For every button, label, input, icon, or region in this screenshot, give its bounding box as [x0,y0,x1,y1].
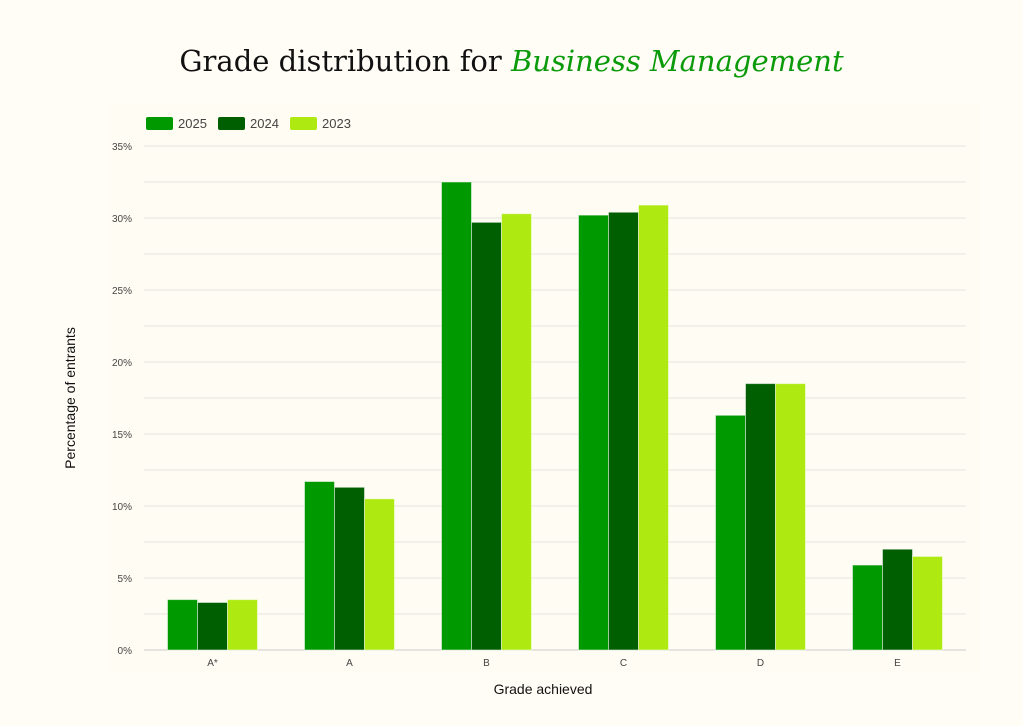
bar-2023-D [775,383,806,651]
legend-swatch-2023 [290,117,317,130]
x-tick-label: C [620,658,627,669]
legend-label-2024: 2024 [250,116,279,131]
y-tick-label: 30% [112,214,132,225]
bar-2025-D [715,414,746,651]
title-highlight: Business Management [510,44,844,78]
bar-2023-E [912,555,943,651]
y-tick-label: 0% [118,646,133,657]
bar-2024-C [608,211,639,651]
x-tick-label: A* [207,658,218,669]
bar-2023-B [501,213,532,651]
bar-2024-A [334,486,365,651]
y-tick-label: 35% [112,142,132,153]
bar-2025-A [304,481,335,651]
x-axis-label: Grade achieved [494,681,593,697]
x-tick-label: B [483,658,490,669]
plot-background [110,103,980,673]
x-tick-label: A [346,658,353,669]
bar-2024-E [882,548,913,651]
x-tick-label: D [757,658,764,669]
bar-2023-C [638,204,669,651]
bar-2023-A [364,498,395,651]
bar-2025-A* [167,599,198,651]
y-tick-label: 15% [112,430,132,441]
legend-swatch-2025 [146,117,173,130]
bar-2023-A* [227,599,258,651]
chart-title: Grade distribution for Business Manageme… [0,44,1023,78]
legend-swatch-2024 [218,117,245,130]
y-tick-label: 25% [112,286,132,297]
legend-label-2025: 2025 [178,116,207,131]
bar-2025-C [578,214,609,651]
bar-2025-E [852,564,883,651]
y-axis-label: Percentage of entrants [62,327,78,469]
y-tick-label: 5% [118,574,133,585]
bar-2024-D [745,383,776,651]
bar-2024-B [471,221,502,651]
title-text: Grade distribution for [179,44,502,78]
x-tick-label: E [894,658,901,669]
legend-label-2023: 2023 [322,116,351,131]
bar-2024-A* [197,601,228,651]
y-tick-label: 10% [112,502,132,513]
y-tick-label: 20% [112,358,132,369]
bar-2025-B [441,181,472,651]
